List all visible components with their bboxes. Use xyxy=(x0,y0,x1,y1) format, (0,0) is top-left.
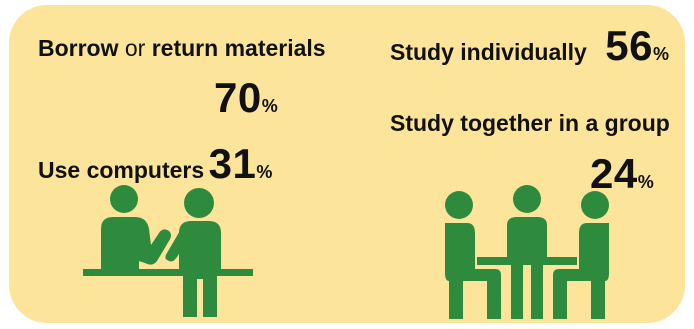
group-at-table-icon xyxy=(445,185,609,319)
return-materials-word: return materials xyxy=(151,35,326,61)
info-panel: Borrow or return materials 70% Study ind… xyxy=(9,5,685,323)
study-group-label: Study together in a group xyxy=(390,110,670,136)
study-group-value: 24 xyxy=(590,150,638,197)
borrow-return-value: 70 xyxy=(214,74,262,121)
study-individually-stat: Study individually 56% xyxy=(390,25,669,67)
or-connector: or xyxy=(124,35,146,61)
use-computers-stat: Use computers 31% xyxy=(38,143,272,185)
study-individually-value: 56 xyxy=(605,22,653,69)
borrow-return-label: Borrow or return materials xyxy=(38,37,326,60)
borrow-word: Borrow xyxy=(38,35,119,61)
borrow-return-stat: 70% xyxy=(214,77,278,119)
use-computers-unit: % xyxy=(256,162,273,182)
study-individually-unit: % xyxy=(652,44,669,64)
use-computers-label: Use computers xyxy=(38,157,205,183)
two-people-at-counter-icon xyxy=(83,185,253,317)
study-individually-label: Study individually xyxy=(390,39,587,65)
study-group-unit: % xyxy=(637,172,654,192)
use-computers-value: 31 xyxy=(208,140,257,187)
study-group-stat: 24% xyxy=(590,153,654,195)
borrow-return-unit: % xyxy=(261,96,278,116)
